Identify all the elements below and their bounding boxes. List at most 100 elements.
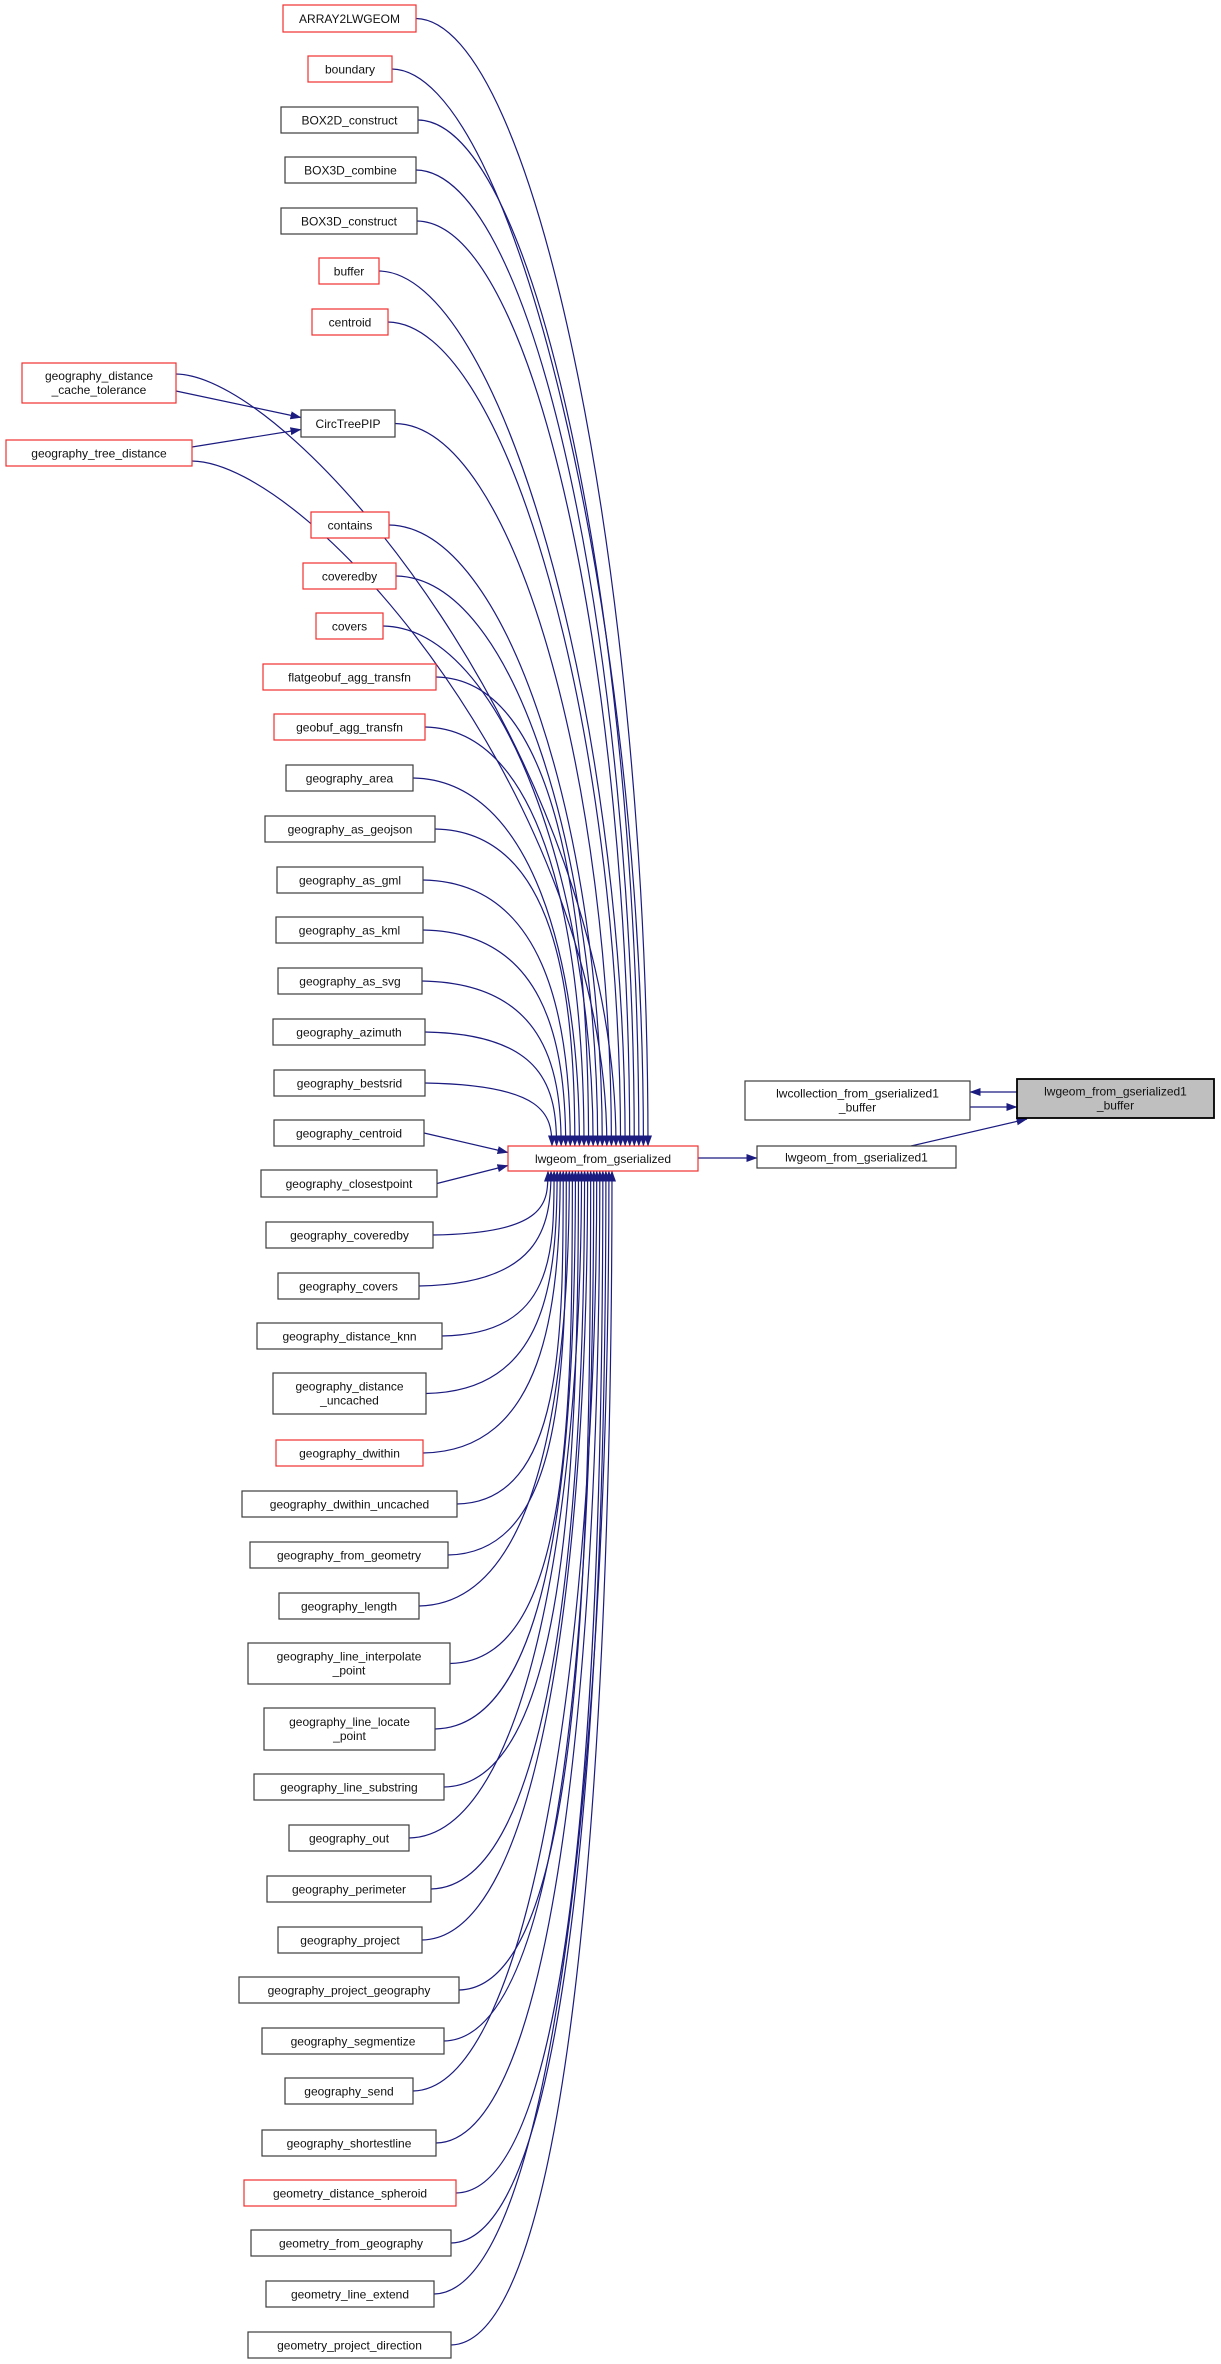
graph-node-buffer[interactable]: buffer — [318, 257, 380, 285]
graph-node-geography_from_geometry[interactable]: geography_from_geometry — [249, 1541, 449, 1569]
graph-node-geography_distance_knn[interactable]: geography_distance_knn — [256, 1322, 443, 1350]
node-box[interactable] — [264, 815, 436, 843]
graph-node-coveredby[interactable]: coveredby — [302, 562, 397, 590]
graph-node-geography_perimeter[interactable]: geography_perimeter — [266, 1875, 432, 1903]
node-box[interactable] — [284, 2077, 414, 2105]
graph-node-geography_covers[interactable]: geography_covers — [277, 1272, 420, 1300]
node-box[interactable] — [318, 257, 380, 285]
node-box[interactable] — [277, 967, 423, 995]
node-box[interactable] — [280, 207, 418, 235]
node-box[interactable] — [280, 106, 419, 134]
node-box[interactable] — [310, 511, 390, 539]
node-box[interactable] — [262, 663, 437, 691]
graph-node-covers[interactable]: covers — [315, 612, 384, 640]
graph-node-geometry_project_direction[interactable]: geometry_project_direction — [247, 2331, 452, 2359]
node-box[interactable] — [250, 2229, 452, 2257]
node-box[interactable] — [272, 1372, 427, 1415]
node-box[interactable] — [249, 1541, 449, 1569]
node-box[interactable] — [273, 713, 426, 741]
node-box[interactable] — [285, 764, 414, 792]
node-box[interactable] — [276, 866, 424, 894]
graph-node-BOX2D_construct[interactable]: BOX2D_construct — [280, 106, 419, 134]
node-box[interactable] — [238, 1976, 460, 2004]
node-box[interactable] — [273, 1069, 426, 1097]
node-box[interactable] — [265, 1221, 434, 1249]
graph-node-lwgeom_from_gserialized1_buffer[interactable]: lwgeom_from_gserialized1 _buffer — [1016, 1078, 1215, 1119]
node-box[interactable] — [261, 2027, 445, 2055]
graph-node-geography_closestpoint[interactable]: geography_closestpoint — [260, 1169, 438, 1198]
graph-node-geography_tree_distance[interactable]: geography_tree_distance — [5, 439, 193, 467]
graph-node-geography_project[interactable]: geography_project — [277, 1926, 423, 1954]
graph-node-geometry_line_extend[interactable]: geometry_line_extend — [265, 2280, 435, 2308]
node-box[interactable] — [5, 439, 193, 467]
graph-node-geography_shortestline[interactable]: geography_shortestline — [261, 2129, 437, 2157]
node-box[interactable] — [260, 1169, 438, 1198]
node-box[interactable] — [265, 2280, 435, 2308]
node-box[interactable] — [1016, 1078, 1215, 1119]
graph-node-lwgeom_from_gserialized[interactable]: lwgeom_from_gserialized — [507, 1145, 699, 1172]
node-box[interactable] — [277, 1926, 423, 1954]
graph-node-CircTreePIP[interactable]: CircTreePIP — [300, 409, 396, 438]
graph-node-geography_length[interactable]: geography_length — [278, 1592, 420, 1620]
node-box[interactable] — [284, 156, 417, 184]
graph-node-geography_as_kml[interactable]: geography_as_kml — [275, 916, 424, 944]
graph-node-geography_as_gml[interactable]: geography_as_gml — [276, 866, 424, 894]
graph-node-geography_dwithin[interactable]: geography_dwithin — [275, 1439, 424, 1467]
graph-node-geography_project_geography[interactable]: geography_project_geography — [238, 1976, 460, 2004]
graph-node-geography_dwithin_uncached[interactable]: geography_dwithin_uncached — [241, 1490, 458, 1518]
node-box[interactable] — [272, 1018, 426, 1046]
graph-node-lwcollection_from_gserialized1_buffer[interactable]: lwcollection_from_gserialized1 _buffer — [744, 1080, 971, 1121]
node-box[interactable] — [241, 1490, 458, 1518]
graph-node-geography_distance_uncached[interactable]: geography_distance _uncached — [272, 1372, 427, 1415]
graph-node-flatgeobuf_agg_transfn[interactable]: flatgeobuf_agg_transfn — [262, 663, 437, 691]
graph-node-geobuf_agg_transfn[interactable]: geobuf_agg_transfn — [273, 713, 426, 741]
graph-node-geography_segmentize[interactable]: geography_segmentize — [261, 2027, 445, 2055]
graph-node-geometry_distance_spheroid[interactable]: geometry_distance_spheroid — [243, 2179, 457, 2207]
graph-node-ARRAY2LWGEOM[interactable]: ARRAY2LWGEOM — [282, 4, 417, 33]
node-box[interactable] — [261, 2129, 437, 2157]
graph-node-geography_send[interactable]: geography_send — [284, 2077, 414, 2105]
node-box[interactable] — [507, 1145, 699, 1172]
node-box[interactable] — [253, 1773, 445, 1801]
node-box[interactable] — [311, 308, 389, 336]
graph-node-geography_distance_cache_tolerance[interactable]: geography_distance _cache_tolerance — [21, 362, 177, 404]
node-box[interactable] — [300, 409, 396, 438]
node-box[interactable] — [282, 4, 417, 33]
graph-node-centroid[interactable]: centroid — [311, 308, 389, 336]
node-box[interactable] — [243, 2179, 457, 2207]
graph-node-geography_centroid[interactable]: geography_centroid — [273, 1119, 425, 1147]
graph-node-BOX3D_combine[interactable]: BOX3D_combine — [284, 156, 417, 184]
graph-node-geography_bestsrid[interactable]: geography_bestsrid — [273, 1069, 426, 1097]
graph-node-geography_line_locate_point[interactable]: geography_line_locate _point — [263, 1707, 436, 1751]
graph-node-BOX3D_construct[interactable]: BOX3D_construct — [280, 207, 418, 235]
node-box[interactable] — [275, 1439, 424, 1467]
graph-node-lwgeom_from_gserialized1[interactable]: lwgeom_from_gserialized1 — [756, 1145, 957, 1169]
node-box[interactable] — [247, 2331, 452, 2359]
graph-node-geography_as_geojson[interactable]: geography_as_geojson — [264, 815, 436, 843]
node-box[interactable] — [278, 1592, 420, 1620]
node-box[interactable] — [307, 55, 393, 83]
node-box[interactable] — [247, 1642, 451, 1685]
graph-node-geometry_from_geography[interactable]: geometry_from_geography — [250, 2229, 452, 2257]
graph-node-boundary[interactable]: boundary — [307, 55, 393, 83]
graph-node-geography_line_substring[interactable]: geography_line_substring — [253, 1773, 445, 1801]
node-box[interactable] — [288, 1824, 410, 1852]
graph-node-geography_azimuth[interactable]: geography_azimuth — [272, 1018, 426, 1046]
node-box[interactable] — [756, 1145, 957, 1169]
graph-node-geography_area[interactable]: geography_area — [285, 764, 414, 792]
node-box[interactable] — [277, 1272, 420, 1300]
node-box[interactable] — [273, 1119, 425, 1147]
node-box[interactable] — [744, 1080, 971, 1121]
node-box[interactable] — [315, 612, 384, 640]
node-box[interactable] — [256, 1322, 443, 1350]
graph-node-contains[interactable]: contains — [310, 511, 390, 539]
graph-node-geography_as_svg[interactable]: geography_as_svg — [277, 967, 423, 995]
node-box[interactable] — [275, 916, 424, 944]
graph-node-geography_coveredby[interactable]: geography_coveredby — [265, 1221, 434, 1249]
graph-node-geography_out[interactable]: geography_out — [288, 1824, 410, 1852]
node-box[interactable] — [21, 362, 177, 404]
node-box[interactable] — [302, 562, 397, 590]
node-box[interactable] — [266, 1875, 432, 1903]
graph-node-geography_line_interpolate_point[interactable]: geography_line_interpolate _point — [247, 1642, 451, 1685]
node-box[interactable] — [263, 1707, 436, 1751]
